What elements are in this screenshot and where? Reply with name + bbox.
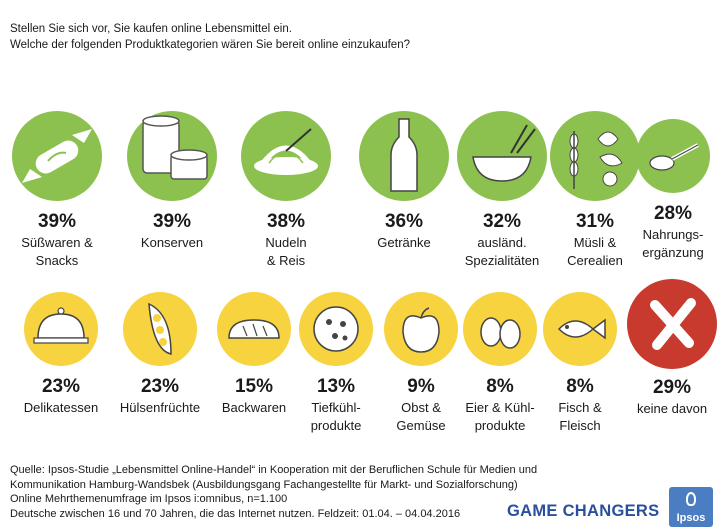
logo-text: Ipsos xyxy=(676,512,706,524)
pct: 29% xyxy=(652,377,692,398)
bottle-icon xyxy=(359,111,449,201)
pct: 8% xyxy=(486,376,514,397)
label-1: Eier & Kühl- xyxy=(465,400,535,415)
category-auslaend: 32% ausländ. Spezialitäten xyxy=(452,111,552,269)
category-eier: 8% Eier & Kühl- produkte xyxy=(450,292,550,434)
label-1: Backwaren xyxy=(221,400,287,415)
label-2: Fleisch xyxy=(559,418,601,433)
pct: 32% xyxy=(482,211,522,232)
category-delikatessen: 23% Delikatessen xyxy=(11,292,111,418)
category-tiefkuehl: 13% Tiefkühl- produkte xyxy=(286,292,386,434)
pct: 23% xyxy=(140,376,180,397)
question-line-1: Stellen Sie sich vor, Sie kaufen online … xyxy=(10,23,292,35)
label-2: Cerealien xyxy=(567,253,623,268)
pct: 8% xyxy=(566,376,594,397)
source-line-1: Quelle: Ipsos-Studie „Lebensmittel Onlin… xyxy=(10,464,538,476)
source-line-4: Deutsche zwischen 16 und 70 Jahren, die … xyxy=(10,507,461,520)
pct: 13% xyxy=(316,376,356,397)
label-2: Snacks xyxy=(35,253,79,268)
bowl-chopsticks-icon xyxy=(457,111,547,201)
pct: 39% xyxy=(37,211,77,232)
cans-icon xyxy=(127,111,217,201)
pct: 38% xyxy=(266,211,306,232)
source-note: Quelle: Ipsos-Studie „Lebensmittel Onlin… xyxy=(10,463,537,521)
cross-icon xyxy=(627,279,717,369)
grain-icon xyxy=(550,111,640,201)
brand-slogan: GAME CHANGERS xyxy=(507,502,660,520)
pct: 28% xyxy=(653,203,693,224)
label-1: Hülsenfrüchte xyxy=(119,400,201,415)
label-1: Delikatessen xyxy=(23,400,99,415)
spoon-icon xyxy=(636,119,710,193)
label-1: Tiefkühl- xyxy=(311,400,361,415)
label-1: ausländ. xyxy=(477,235,527,250)
cloche-icon xyxy=(24,292,98,366)
label-1: Fisch & xyxy=(558,400,602,415)
fish-icon xyxy=(543,292,617,366)
ipsos-logo: Ipsos xyxy=(669,487,713,527)
pct: 23% xyxy=(41,376,81,397)
eggs-icon xyxy=(463,292,537,366)
category-nahrungsergaenzung: 28% Nahrungs- ergänzung xyxy=(623,111,723,261)
question-line-2: Welche der folgenden Produktkategorien w… xyxy=(10,39,410,51)
label-2: ergänzung xyxy=(642,245,704,260)
label-2: Gemüse xyxy=(396,418,446,433)
pct: 39% xyxy=(152,211,192,232)
category-backwaren: 15% Backwaren xyxy=(204,292,304,418)
label-2: produkte xyxy=(310,418,362,433)
pizza-icon xyxy=(299,292,373,366)
category-muesli: 31% Müsli & Cerealien xyxy=(545,111,645,269)
category-nudeln: 38% Nudeln & Reis xyxy=(236,111,336,269)
label-1: Nudeln xyxy=(265,235,307,250)
category-fisch: 8% Fisch & Fleisch xyxy=(530,292,630,434)
pct: 15% xyxy=(234,376,274,397)
label-1: Obst & xyxy=(401,400,441,415)
category-konserven: 39% Konserven xyxy=(122,111,222,253)
pct: 31% xyxy=(575,211,615,232)
source-line-3: Online Mehrthemenumfrage im Ipsos i:omni… xyxy=(10,493,288,505)
label-2: produkte xyxy=(474,418,526,433)
noodles-icon xyxy=(241,111,331,201)
logo-mark-icon xyxy=(686,492,696,506)
label-1: Getränke xyxy=(377,235,431,250)
category-obst: 9% Obst & Gemüse xyxy=(371,292,471,434)
label-1: keine davon xyxy=(636,401,708,416)
label-1: Süßwaren & xyxy=(21,235,93,250)
source-line-2: Kommunikation Hamburg-Wandsbek (Ausbildu… xyxy=(10,478,518,491)
pct: 9% xyxy=(407,376,435,397)
category-getraenke: 36% Getränke xyxy=(354,111,454,253)
pea-pod-icon xyxy=(123,292,197,366)
label-2: & Reis xyxy=(266,253,306,268)
candy-icon xyxy=(12,111,102,201)
bread-icon xyxy=(217,292,291,366)
category-suesswaren: 39% Süßwaren & Snacks xyxy=(7,111,107,269)
label-1: Müsli & xyxy=(573,235,617,250)
category-keine: 29% keine davon xyxy=(622,279,722,419)
pct: 36% xyxy=(384,211,424,232)
label-2: Spezialitäten xyxy=(464,253,540,268)
category-huelsenfruechte: 23% Hülsenfrüchte xyxy=(110,292,210,418)
apple-icon xyxy=(384,292,458,366)
label-1: Konserven xyxy=(140,235,204,250)
label-1: Nahrungs- xyxy=(642,227,704,242)
